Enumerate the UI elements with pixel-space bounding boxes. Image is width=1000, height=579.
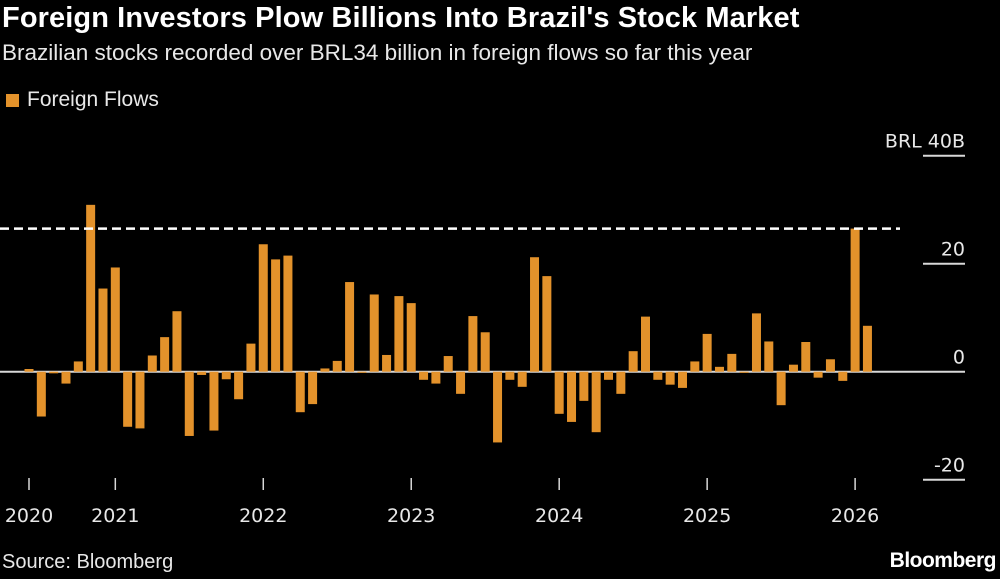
bar — [530, 257, 540, 372]
bar — [295, 371, 305, 413]
x-tick-label: 2023 — [387, 505, 435, 527]
bar — [604, 371, 614, 380]
bar — [850, 228, 860, 372]
x-tick-label: 2020 — [5, 505, 53, 527]
bar — [147, 355, 157, 372]
bar — [788, 364, 798, 372]
bar — [36, 371, 46, 417]
bar — [332, 360, 342, 372]
bar — [431, 371, 441, 384]
bar — [542, 276, 552, 372]
bar — [320, 368, 330, 372]
bar — [234, 371, 244, 400]
x-tick-label: 2025 — [683, 505, 731, 527]
bar — [813, 371, 823, 378]
bar — [665, 371, 675, 385]
bar — [641, 316, 650, 372]
bar — [764, 341, 774, 372]
bar — [628, 351, 638, 372]
bar — [677, 371, 687, 388]
bar — [86, 204, 96, 372]
bar — [369, 294, 379, 372]
x-tick-label: 2021 — [91, 505, 139, 527]
bar — [776, 371, 786, 406]
bloomberg-logo: Bloomberg — [889, 549, 997, 572]
bar — [135, 371, 145, 429]
bar — [246, 343, 256, 372]
bar — [419, 371, 429, 380]
x-tick-label: 2026 — [831, 505, 879, 527]
bar — [690, 361, 700, 372]
y-tick-label: -20 — [934, 455, 965, 477]
legend-swatch — [6, 93, 19, 107]
bar — [406, 303, 416, 372]
bar — [24, 369, 34, 372]
bar — [505, 371, 515, 380]
bar — [493, 371, 503, 443]
bar — [616, 371, 626, 394]
bar — [751, 313, 761, 372]
bar — [443, 356, 453, 372]
bar — [480, 332, 490, 372]
x-tick-label: 2022 — [239, 505, 287, 527]
bar — [160, 337, 170, 372]
bar — [345, 282, 355, 372]
bar — [825, 359, 835, 372]
bar — [308, 371, 318, 405]
bar — [579, 371, 589, 401]
bar — [184, 371, 194, 436]
bar — [172, 311, 182, 372]
bar — [567, 371, 577, 422]
chart-subtitle: Brazilian stocks recorded over BRL34 bil… — [2, 40, 753, 65]
legend: Foreign Flows — [6, 88, 159, 112]
source-note: Source: Bloomberg — [2, 551, 174, 573]
legend-label: Foreign Flows — [27, 88, 159, 111]
bar — [73, 361, 83, 372]
bar — [838, 371, 848, 381]
bar — [801, 342, 811, 372]
bar — [591, 371, 601, 433]
bar — [357, 371, 367, 373]
bar — [197, 371, 207, 375]
bar — [209, 371, 219, 431]
bar — [554, 371, 564, 414]
y-tick-label: BRL 40B — [885, 131, 965, 153]
bar — [468, 316, 478, 372]
bar — [382, 354, 392, 372]
bar — [49, 371, 59, 374]
bar — [714, 366, 724, 372]
y-tick-label: 0 — [953, 347, 965, 369]
bar — [98, 288, 108, 372]
bar — [456, 371, 466, 394]
bar — [221, 371, 231, 380]
bar — [653, 371, 663, 380]
chart-title: Foreign Investors Plow Billions Into Bra… — [2, 2, 800, 34]
y-tick-label: 20 — [941, 239, 965, 261]
bar — [123, 371, 133, 427]
bar — [258, 244, 268, 372]
bar — [283, 255, 293, 372]
x-tick-label: 2024 — [535, 505, 583, 527]
bar — [517, 371, 527, 387]
bar — [702, 333, 712, 372]
bar — [862, 325, 872, 372]
bar — [727, 353, 737, 372]
bar — [110, 267, 120, 372]
bar — [394, 296, 404, 372]
bar — [61, 371, 71, 384]
bar — [271, 259, 281, 372]
bar — [739, 371, 749, 373]
